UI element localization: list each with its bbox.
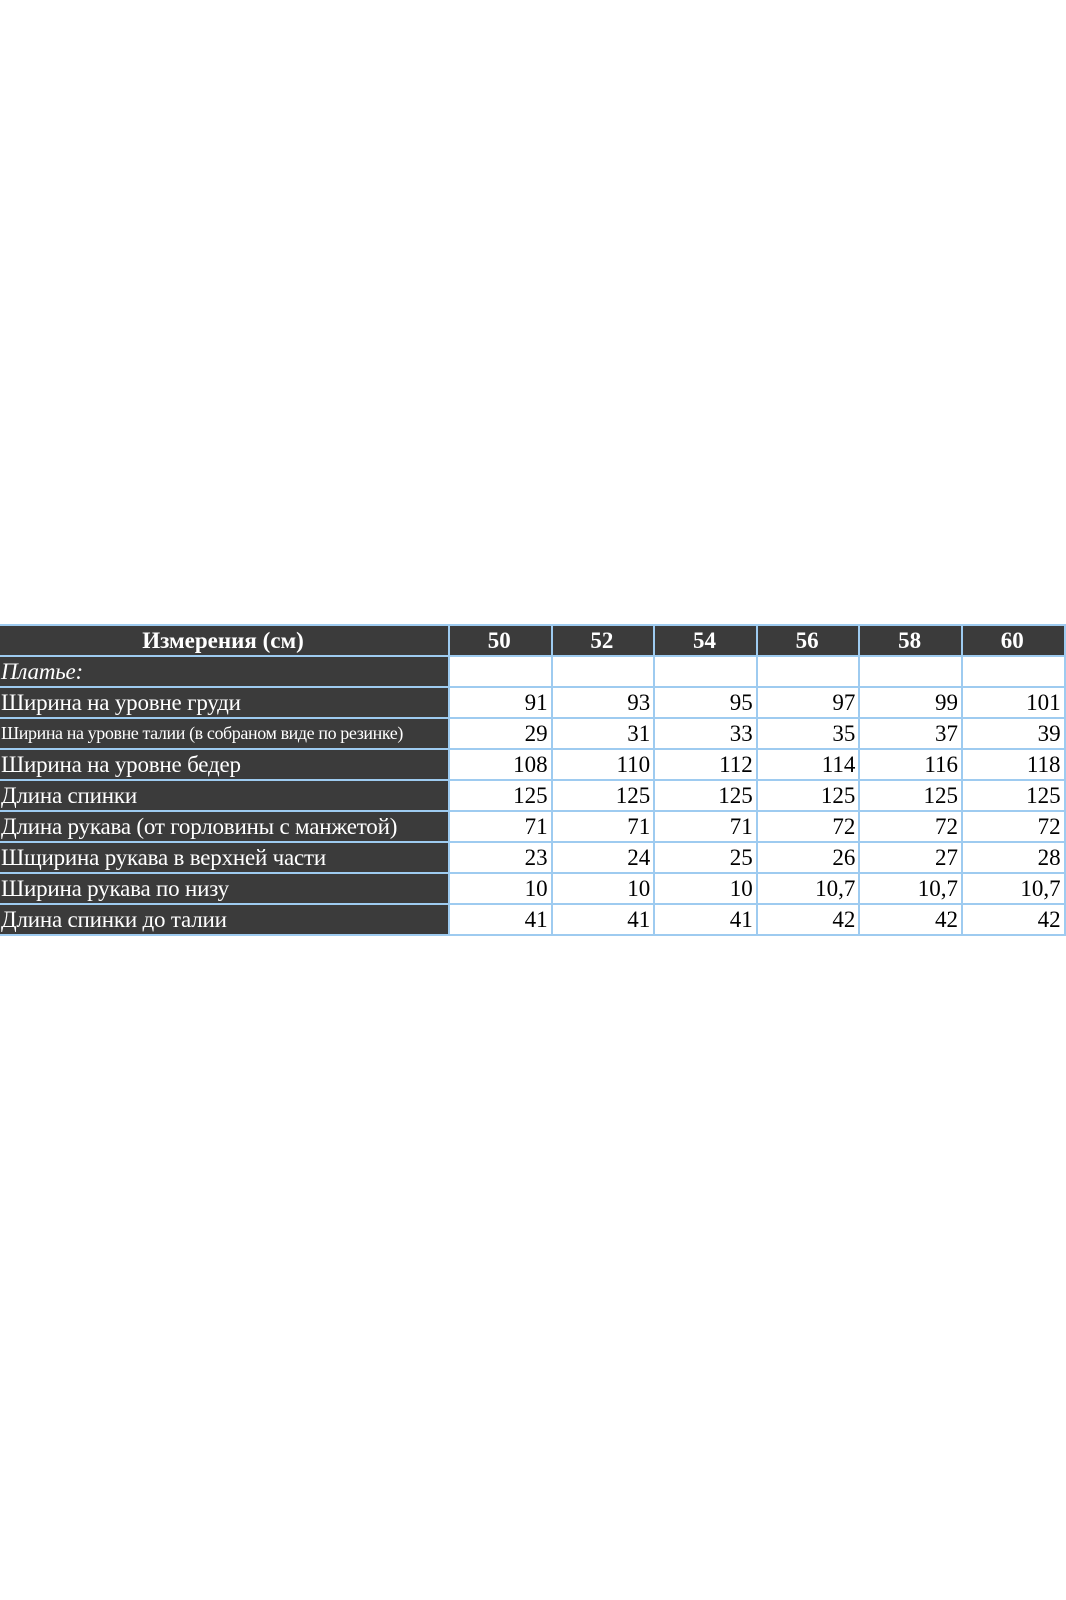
header-measurements: Измерения (см) bbox=[0, 624, 450, 657]
table-cell: 24 bbox=[550, 841, 656, 874]
table-cell: 41 bbox=[653, 903, 758, 936]
header-size-54: 54 bbox=[653, 624, 758, 657]
table-cell: 10 bbox=[550, 872, 656, 905]
header-size-50: 50 bbox=[448, 624, 553, 657]
table-cell: 108 bbox=[448, 748, 553, 781]
table-cell: 125 bbox=[550, 779, 656, 812]
table-row: Шщирина рукава в верхней части 23 24 25 … bbox=[0, 841, 1066, 874]
table-cell: 10 bbox=[448, 872, 553, 905]
table-cell: 93 bbox=[550, 686, 656, 719]
table-cell: 125 bbox=[448, 779, 553, 812]
table-cell: 31 bbox=[550, 717, 656, 750]
row-label: Длина спинки до талии bbox=[0, 903, 450, 936]
table-cell: 72 bbox=[960, 810, 1066, 843]
row-label: Ширина на уровне бедер bbox=[0, 748, 450, 781]
row-label: Шщирина рукава в верхней части bbox=[0, 841, 450, 874]
table-cell: 29 bbox=[448, 717, 553, 750]
table-cell: 95 bbox=[653, 686, 758, 719]
table-cell: 42 bbox=[960, 903, 1066, 936]
row-label: Длина спинки bbox=[0, 779, 450, 812]
table-cell: 35 bbox=[755, 717, 861, 750]
table-cell: 125 bbox=[858, 779, 963, 812]
table-cell: 110 bbox=[550, 748, 656, 781]
header-size-58: 58 bbox=[858, 624, 963, 657]
table-header-row: Измерения (см) 50 52 54 56 58 60 bbox=[0, 624, 1066, 657]
header-size-60: 60 bbox=[960, 624, 1066, 657]
table-cell: 10,7 bbox=[858, 872, 963, 905]
table-cell: 10 bbox=[653, 872, 758, 905]
table-cell: 23 bbox=[448, 841, 553, 874]
table-cell: 114 bbox=[755, 748, 861, 781]
table-cell bbox=[448, 655, 553, 688]
table-cell: 101 bbox=[960, 686, 1066, 719]
table-cell: 42 bbox=[755, 903, 861, 936]
table-cell: 26 bbox=[755, 841, 861, 874]
table-row: Ширина на уровне бедер 108 110 112 114 1… bbox=[0, 748, 1066, 781]
table-cell: 116 bbox=[858, 748, 963, 781]
table-cell: 41 bbox=[550, 903, 656, 936]
table-cell: 25 bbox=[653, 841, 758, 874]
row-label: Ширина на уровне груди bbox=[0, 686, 450, 719]
header-size-56: 56 bbox=[755, 624, 861, 657]
table-cell: 91 bbox=[448, 686, 553, 719]
table-cell bbox=[858, 655, 963, 688]
table-cell: 125 bbox=[653, 779, 758, 812]
row-label: Длина рукава (от горловины с манжетой) bbox=[0, 810, 450, 843]
table-row: Длина рукава (от горловины с манжетой) 7… bbox=[0, 810, 1066, 843]
table-cell: 125 bbox=[960, 779, 1066, 812]
table-row: Ширина на уровне талии (в собраном виде … bbox=[0, 717, 1066, 750]
table-cell: 71 bbox=[653, 810, 758, 843]
table-cell: 72 bbox=[858, 810, 963, 843]
row-label: Ширина рукава по низу bbox=[0, 872, 450, 905]
section-row: Платье: bbox=[0, 655, 1066, 688]
table-cell: 99 bbox=[858, 686, 963, 719]
table-cell bbox=[550, 655, 656, 688]
table-cell: 28 bbox=[960, 841, 1066, 874]
table-cell: 97 bbox=[755, 686, 861, 719]
table-cell: 42 bbox=[858, 903, 963, 936]
table-cell: 41 bbox=[448, 903, 553, 936]
table-cell: 39 bbox=[960, 717, 1066, 750]
section-label: Платье: bbox=[0, 655, 450, 688]
row-label: Ширина на уровне талии (в собраном виде … bbox=[0, 717, 450, 750]
table-cell: 112 bbox=[653, 748, 758, 781]
table-row: Ширина рукава по низу 10 10 10 10,7 10,7… bbox=[0, 872, 1066, 905]
table-cell: 33 bbox=[653, 717, 758, 750]
table-cell: 37 bbox=[858, 717, 963, 750]
table-cell: 10,7 bbox=[960, 872, 1066, 905]
table-cell: 10,7 bbox=[755, 872, 861, 905]
table-cell bbox=[653, 655, 758, 688]
table-row: Длина спинки до талии 41 41 41 42 42 42 bbox=[0, 903, 1066, 936]
table-cell: 72 bbox=[755, 810, 861, 843]
table-cell: 118 bbox=[960, 748, 1066, 781]
table-cell bbox=[960, 655, 1066, 688]
header-size-52: 52 bbox=[550, 624, 656, 657]
table-cell: 71 bbox=[448, 810, 553, 843]
table-cell: 27 bbox=[858, 841, 963, 874]
table-cell bbox=[755, 655, 861, 688]
size-chart-table: Измерения (см) 50 52 54 56 58 60 Платье:… bbox=[0, 624, 1066, 936]
table-row: Длина спинки 125 125 125 125 125 125 bbox=[0, 779, 1066, 812]
table-cell: 71 bbox=[550, 810, 656, 843]
table-cell: 125 bbox=[755, 779, 861, 812]
table-row: Ширина на уровне груди 91 93 95 97 99 10… bbox=[0, 686, 1066, 719]
